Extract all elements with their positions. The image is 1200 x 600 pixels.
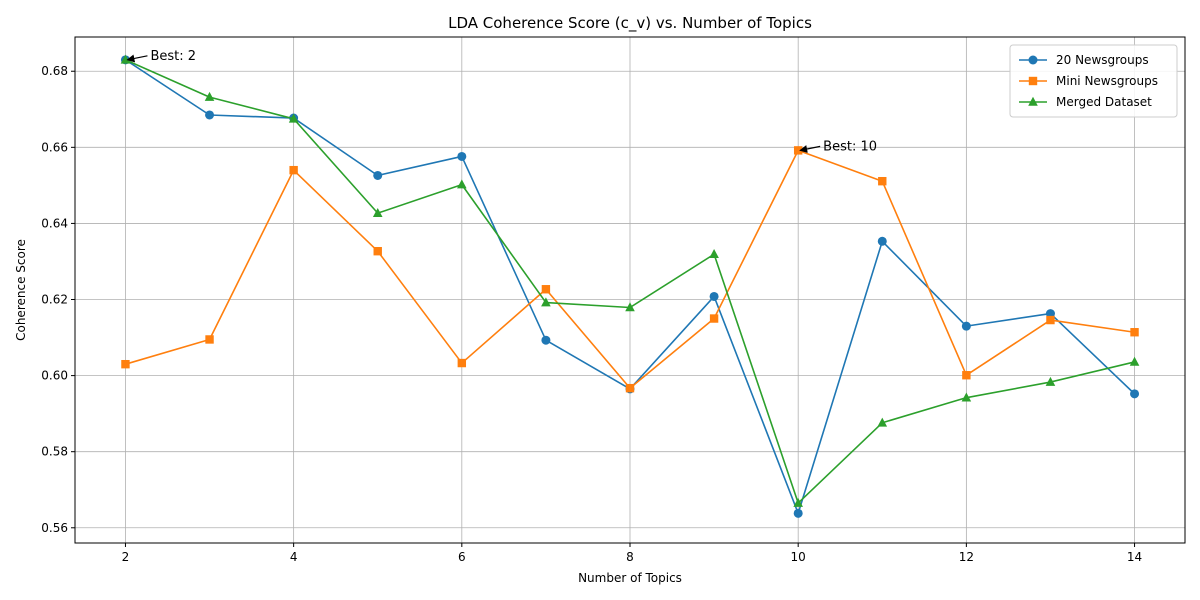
series-2 <box>120 54 1140 507</box>
data-point <box>457 179 467 189</box>
y-tick-label: 0.60 <box>41 369 68 383</box>
annotations: Best: 2 Best: 10 <box>126 49 877 154</box>
legend-swatch-marker <box>1028 96 1038 106</box>
data-point <box>1045 309 1055 319</box>
data-point <box>121 359 130 369</box>
x-tick-label: 4 <box>290 550 298 564</box>
data-point <box>793 146 803 155</box>
y-tick-label: 0.56 <box>41 521 68 535</box>
series-group <box>120 54 1140 518</box>
data-point <box>793 497 803 507</box>
data-point <box>878 176 887 186</box>
legend-swatch-marker <box>1028 55 1038 65</box>
data-point <box>625 383 635 393</box>
data-point <box>1045 376 1056 386</box>
x-axis-label: Number of Topics <box>578 571 682 585</box>
annotation-arrow <box>799 145 821 153</box>
data-point <box>962 371 971 380</box>
data-point <box>961 321 971 331</box>
data-point <box>457 151 467 161</box>
series-1 <box>121 146 1139 393</box>
x-tick-label: 8 <box>626 550 634 564</box>
data-point <box>1130 328 1139 337</box>
grid-lines <box>75 37 1185 543</box>
annotation-arrow <box>126 54 148 63</box>
axis-ticks: 2 4 6 8 10 12 14 0.56 0.58 0.60 0.62 0.64 0.66 0.68 <box>41 64 1142 564</box>
legend-entry: 20 Newsgroups <box>1019 53 1149 67</box>
x-tick-label: 14 <box>1127 550 1142 564</box>
x-tick-label: 10 <box>791 550 806 564</box>
annotation-label: Best: 2 <box>150 49 196 64</box>
data-point <box>541 297 551 307</box>
data-point <box>877 417 888 427</box>
legend: 20 Newsgroups Mini Newsgroups Merged Datas… <box>1009 44 1178 118</box>
data-point <box>709 314 719 323</box>
data-point <box>1130 389 1140 399</box>
y-tick-label: 0.64 <box>41 216 68 230</box>
y-tick-label: 0.62 <box>41 293 68 307</box>
data-point <box>1129 356 1140 366</box>
data-point <box>288 113 299 123</box>
data-point <box>372 207 383 217</box>
y-tick-label: 0.58 <box>41 445 68 459</box>
y-tick-label: 0.68 <box>41 64 68 78</box>
annotation-label: Best: 10 <box>823 139 877 154</box>
x-tick-label: 6 <box>458 550 466 564</box>
legend-swatch-marker <box>1028 76 1038 86</box>
data-point <box>541 285 551 294</box>
data-point <box>1046 315 1055 325</box>
legend-entry: Merged Dataset <box>1019 95 1152 109</box>
data-point <box>877 236 887 246</box>
legend-box <box>1009 44 1178 118</box>
legend-label: Merged Dataset <box>1056 95 1152 109</box>
data-point <box>961 392 972 402</box>
legend-label: Mini Newsgroups <box>1056 74 1158 88</box>
data-point <box>373 246 382 256</box>
data-point <box>709 249 719 259</box>
data-point <box>457 358 467 368</box>
data-point <box>793 508 803 518</box>
data-point <box>709 291 719 301</box>
data-point <box>541 335 551 345</box>
data-point <box>373 170 383 180</box>
chart-title: LDA Coherence Score (c_v) vs. Number of … <box>448 14 812 33</box>
y-axis-label: Coherence Score <box>14 239 28 341</box>
legend-entry: Mini Newsgroups <box>1019 74 1158 88</box>
data-point <box>625 302 635 312</box>
data-point <box>289 165 298 175</box>
y-tick-label: 0.66 <box>41 140 68 154</box>
x-tick-label: 2 <box>122 550 130 564</box>
data-point <box>204 91 215 101</box>
legend-label: 20 Newsgroups <box>1056 53 1149 67</box>
data-point <box>205 335 214 344</box>
x-tick-label: 12 <box>959 550 974 564</box>
data-point <box>205 110 215 120</box>
